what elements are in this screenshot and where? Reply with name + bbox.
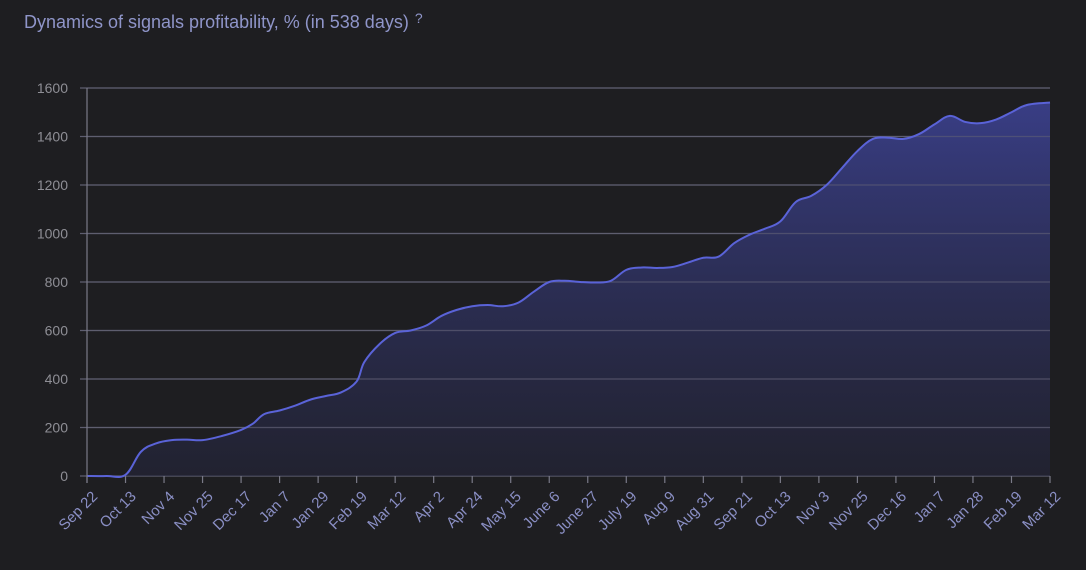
y-tick-label: 400 (45, 371, 69, 387)
x-tick-label: Aug 31 (672, 488, 718, 534)
x-tick-label: Nov 25 (826, 488, 872, 534)
x-tick-label: Feb 19 (981, 488, 1026, 533)
y-tick-label: 0 (60, 468, 68, 484)
area-layer (86, 87, 1051, 479)
y-tick-label: 800 (45, 274, 69, 290)
chart-header: Dynamics of signals profitability, % (in… (24, 10, 423, 33)
x-tick-label: Sep 21 (710, 488, 756, 534)
x-tick-label: Feb 19 (326, 488, 371, 533)
x-tick-label: Mar 12 (1019, 488, 1064, 533)
y-tick-label: 1600 (37, 80, 68, 96)
x-tick-label: July 19 (595, 488, 641, 534)
x-tick-label: Sep 22 (56, 488, 102, 534)
help-icon[interactable]: ? (414, 10, 423, 26)
x-tick-label: June 27 (552, 488, 602, 538)
x-tick-label: Dec 16 (864, 488, 910, 534)
x-tick-label: Dec 17 (210, 488, 256, 534)
y-tick-labels: 0 200 400 600 800 1000 1200 1400 1600 (37, 80, 68, 484)
x-tick-label: Jan 29 (288, 488, 332, 532)
x-tick-label: Mar 12 (364, 488, 409, 533)
y-tick-label: 1400 (37, 129, 68, 145)
x-tick-label: Jan 28 (943, 488, 987, 532)
x-tick-label: Nov 25 (171, 488, 217, 534)
x-tick-label: May 15 (478, 488, 525, 535)
y-tick-label: 600 (45, 323, 69, 339)
axis-layer (86, 88, 1051, 483)
chart-title: Dynamics of signals profitability, % (in… (24, 12, 409, 32)
x-tick-label: Oct 13 (96, 488, 139, 531)
x-tick-label: Oct 13 (751, 488, 794, 531)
y-tick-label: 1000 (37, 226, 68, 242)
y-tick-label: 200 (45, 420, 69, 436)
profitability-line[interactable] (86, 101, 1051, 479)
y-tick-label: 1200 (37, 177, 68, 193)
profitability-area (87, 102, 1050, 478)
